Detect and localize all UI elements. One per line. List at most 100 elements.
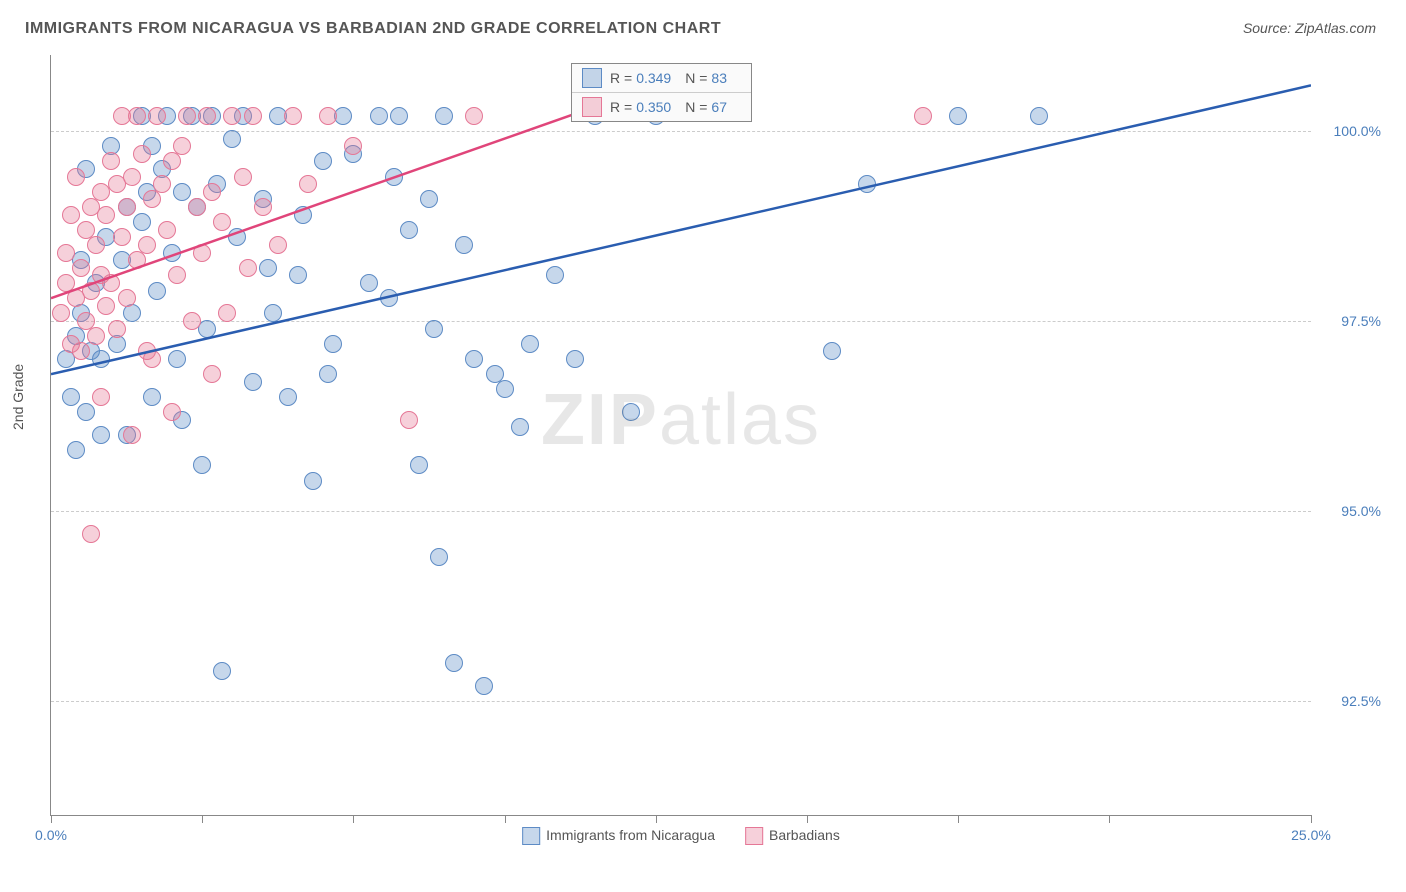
data-point xyxy=(77,403,95,421)
data-point xyxy=(234,168,252,186)
gridline xyxy=(51,511,1311,512)
data-point xyxy=(118,198,136,216)
x-tick xyxy=(353,815,354,823)
correlation-legend: R =0.349N =83R =0.350N =67 xyxy=(571,63,752,122)
data-point xyxy=(445,654,463,672)
chart-title: IMMIGRANTS FROM NICARAGUA VS BARBADIAN 2… xyxy=(25,20,721,38)
gridline xyxy=(51,131,1311,132)
data-point xyxy=(566,350,584,368)
data-point xyxy=(294,206,312,224)
data-point xyxy=(133,145,151,163)
data-point xyxy=(128,251,146,269)
legend-swatch xyxy=(522,827,540,845)
data-point xyxy=(390,107,408,125)
data-point xyxy=(183,312,201,330)
data-point xyxy=(97,206,115,224)
data-point xyxy=(496,380,514,398)
x-tick xyxy=(656,815,657,823)
data-point xyxy=(465,350,483,368)
data-point xyxy=(223,107,241,125)
data-point xyxy=(304,472,322,490)
y-tick-label: 100.0% xyxy=(1334,123,1381,139)
source-attribution: Source: ZipAtlas.com xyxy=(1243,20,1376,36)
data-point xyxy=(92,388,110,406)
data-point xyxy=(823,342,841,360)
data-point xyxy=(244,373,262,391)
data-point xyxy=(123,426,141,444)
data-point xyxy=(203,365,221,383)
data-point xyxy=(435,107,453,125)
data-point xyxy=(546,266,564,284)
data-point xyxy=(264,304,282,322)
data-point xyxy=(203,183,221,201)
data-point xyxy=(198,107,216,125)
data-point xyxy=(259,259,277,277)
legend-swatch xyxy=(582,68,602,88)
data-point xyxy=(128,107,146,125)
data-point xyxy=(102,152,120,170)
data-point xyxy=(72,259,90,277)
legend-row: R =0.349N =83 xyxy=(572,64,751,93)
x-tick-label: 25.0% xyxy=(1291,827,1331,843)
data-point xyxy=(239,259,257,277)
data-point xyxy=(430,548,448,566)
data-point xyxy=(168,266,186,284)
data-point xyxy=(97,297,115,315)
scatter-chart: ZIPatlas R =0.349N =83R =0.350N =67 Immi… xyxy=(50,55,1311,816)
data-point xyxy=(82,282,100,300)
data-point xyxy=(92,350,110,368)
data-point xyxy=(244,107,262,125)
data-point xyxy=(193,244,211,262)
data-point xyxy=(465,107,483,125)
data-point xyxy=(148,107,166,125)
data-point xyxy=(67,168,85,186)
x-tick xyxy=(505,815,506,823)
data-point xyxy=(178,107,196,125)
data-point xyxy=(143,190,161,208)
data-point xyxy=(213,213,231,231)
data-point xyxy=(475,677,493,695)
data-point xyxy=(425,320,443,338)
data-point xyxy=(400,221,418,239)
data-point xyxy=(289,266,307,284)
legend-row: R =0.350N =67 xyxy=(572,93,751,121)
data-point xyxy=(344,137,362,155)
data-point xyxy=(113,228,131,246)
data-point xyxy=(87,327,105,345)
data-point xyxy=(284,107,302,125)
data-point xyxy=(143,388,161,406)
data-point xyxy=(52,304,70,322)
data-point xyxy=(410,456,428,474)
data-point xyxy=(218,304,236,322)
data-point xyxy=(138,236,156,254)
data-point xyxy=(858,175,876,193)
data-point xyxy=(511,418,529,436)
data-point xyxy=(319,365,337,383)
data-point xyxy=(949,107,967,125)
data-point xyxy=(299,175,317,193)
data-point xyxy=(1030,107,1048,125)
data-point xyxy=(118,289,136,307)
data-point xyxy=(158,221,176,239)
data-point xyxy=(133,213,151,231)
legend-entry: Barbadians xyxy=(745,827,840,845)
y-tick-label: 97.5% xyxy=(1341,313,1381,329)
data-point xyxy=(400,411,418,429)
data-point xyxy=(153,175,171,193)
data-point xyxy=(72,342,90,360)
legend-label: Immigrants from Nicaragua xyxy=(546,827,715,843)
data-point xyxy=(67,441,85,459)
x-tick xyxy=(958,815,959,823)
data-point xyxy=(108,320,126,338)
legend-swatch xyxy=(582,97,602,117)
data-point xyxy=(57,244,75,262)
data-point xyxy=(314,152,332,170)
data-point xyxy=(173,137,191,155)
data-point xyxy=(521,335,539,353)
data-point xyxy=(193,456,211,474)
x-tick xyxy=(807,815,808,823)
data-point xyxy=(163,152,181,170)
data-point xyxy=(385,168,403,186)
data-point xyxy=(173,183,191,201)
x-tick xyxy=(1311,815,1312,823)
